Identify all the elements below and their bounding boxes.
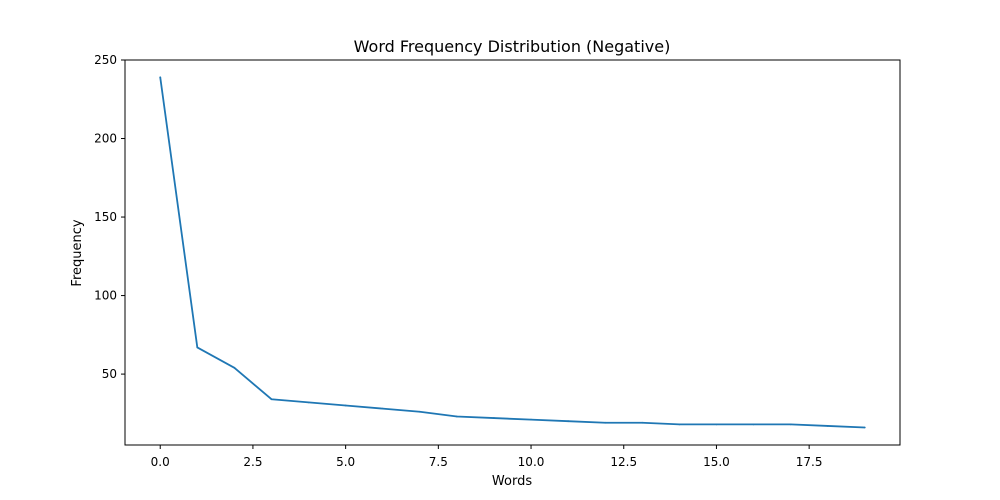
x-tick-label: 12.5 xyxy=(610,455,637,469)
data-point xyxy=(233,366,236,369)
y-tick-label: 250 xyxy=(94,53,117,67)
data-point xyxy=(641,421,644,424)
y-axis-label: Frequency xyxy=(70,219,85,286)
data-point xyxy=(159,76,162,79)
data-point xyxy=(752,423,755,426)
x-tick-label: 17.5 xyxy=(796,455,823,469)
data-point xyxy=(307,401,310,404)
x-tick-label: 5.0 xyxy=(336,455,355,469)
x-tick-label: 0.0 xyxy=(151,455,170,469)
data-point xyxy=(344,404,347,407)
x-tick-label: 7.5 xyxy=(429,455,448,469)
data-point xyxy=(493,417,495,419)
data-point xyxy=(530,418,532,421)
series-line xyxy=(159,77,865,429)
data-point xyxy=(381,407,384,410)
data-point xyxy=(678,423,681,426)
y-tick-label: 50 xyxy=(102,367,117,381)
data-point xyxy=(196,346,199,349)
y-tick-label: 100 xyxy=(94,289,117,303)
y-tick-label: 150 xyxy=(94,210,117,224)
data-point xyxy=(826,425,829,427)
y-tick-label: 200 xyxy=(94,132,117,146)
data-point xyxy=(604,421,607,424)
data-point xyxy=(418,410,421,413)
x-tick-label: 10.0 xyxy=(518,455,545,469)
x-tick-label: 15.0 xyxy=(703,455,730,469)
data-point xyxy=(567,420,570,423)
data-point xyxy=(789,423,792,426)
data-point xyxy=(455,415,458,418)
plot-frame xyxy=(124,59,901,446)
x-tick-label: 2.5 xyxy=(243,455,262,469)
plot-area: 0.0 2.5 5.0 7.5 10.0 12.5 15.0 17.5 50 100 150 200 2… xyxy=(94,53,866,469)
data-point xyxy=(863,426,866,429)
data-point xyxy=(270,398,273,401)
data-point xyxy=(715,423,718,426)
x-axis-label: Words xyxy=(492,474,532,489)
chart-title: Word Frequency Distribution (Negative) xyxy=(354,37,671,56)
